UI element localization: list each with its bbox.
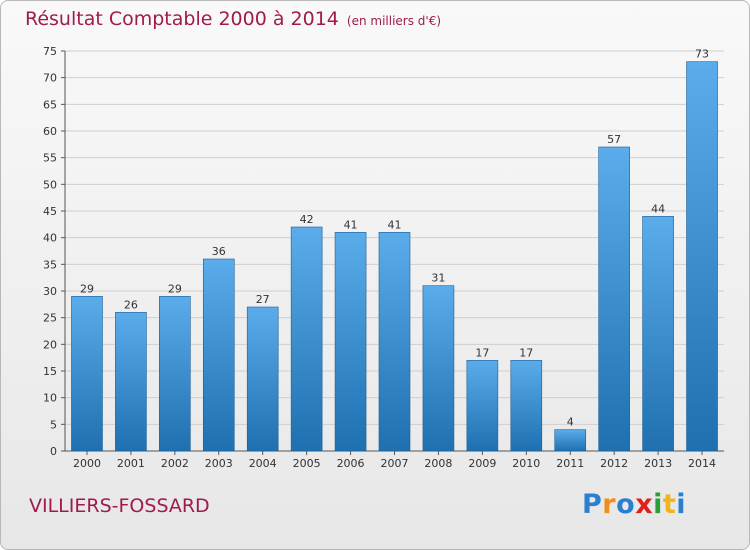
x-tick-label: 2014	[688, 457, 716, 470]
x-tick-label: 2012	[600, 457, 628, 470]
x-tick-labels: 2000 2001 2002 2003 2004 2005 2006 2007 2008 2009…	[73, 451, 716, 470]
bar-value-label: 17	[519, 346, 533, 359]
y-tick-label: 55	[43, 152, 57, 165]
bar-value-labels: 29 26 29 36 27 42 41 41 31 17 17 4 57 44 73	[80, 48, 709, 429]
bar-value-label: 42	[300, 213, 314, 226]
bar-2004[interactable]	[246, 306, 279, 452]
bar-value-label: 41	[388, 218, 402, 231]
bar-2009[interactable]	[466, 360, 499, 452]
chart-title-unit: (en milliers d'€)	[346, 14, 442, 28]
bar-value-label: 4	[567, 416, 574, 429]
bar-value-label: 73	[695, 48, 709, 61]
y-tick-label: 30	[43, 285, 57, 298]
logo-letter: x	[635, 489, 654, 520]
y-tick-label: 75	[43, 45, 57, 58]
y-tick-label: 15	[43, 365, 57, 378]
y-tick-label: 60	[43, 125, 57, 138]
bar-value-label: 57	[607, 133, 621, 146]
x-tick-label: 2011	[556, 457, 584, 470]
bar-value-label: 29	[80, 282, 94, 295]
proxiti-logo[interactable]: Proxiti	[582, 489, 686, 520]
bar-2000[interactable]	[71, 296, 103, 452]
bar-value-label: 29	[168, 282, 182, 295]
chart-title: Résultat Comptable 2000 à 2014 (en millie…	[25, 8, 441, 30]
logo-letter: o	[616, 489, 636, 520]
bar-value-label: 27	[256, 293, 270, 306]
x-tick-label: 2008	[424, 457, 452, 470]
bar-value-label: 41	[344, 218, 358, 231]
x-tick-label: 2005	[293, 457, 321, 470]
x-tick-label: 2007	[381, 457, 409, 470]
x-tick-label: 2003	[205, 457, 233, 470]
bar-2001[interactable]	[115, 312, 147, 452]
x-tick-label: 2006	[337, 457, 365, 470]
y-tick-label: 45	[43, 205, 57, 218]
x-tick-label: 2002	[161, 457, 189, 470]
logo-letter: i	[676, 489, 687, 520]
bar-2003[interactable]	[202, 258, 235, 452]
bar-2005[interactable]	[290, 226, 323, 452]
x-tick-label: 2004	[249, 457, 277, 470]
x-tick-label: 2001	[117, 457, 145, 470]
y-tick-label: 0	[50, 445, 57, 458]
bar-2007[interactable]	[378, 232, 411, 452]
y-tick-labels: 0 5 10 15 20 25 30 35 40 45 50 55 60 65 70 75	[43, 45, 57, 458]
logo-letter: i	[653, 489, 663, 520]
bar-value-label: 31	[431, 272, 445, 285]
y-tick-label: 5	[50, 418, 57, 431]
chart-title-main: Résultat Comptable 2000 à 2014	[25, 8, 339, 30]
logo-letter: r	[602, 489, 617, 520]
commune-name: VILLIERS-FOSSARD	[29, 495, 210, 517]
x-tick-label: 2013	[644, 457, 672, 470]
bar-value-label: 44	[651, 202, 665, 215]
bar-2002[interactable]	[159, 296, 191, 452]
bars	[71, 61, 718, 452]
bar-2011[interactable]	[554, 429, 587, 452]
y-tick-label: 70	[43, 72, 57, 85]
y-tick-label: 25	[43, 312, 57, 325]
x-tick-label: 2000	[73, 457, 101, 470]
y-tick-label: 65	[43, 98, 57, 111]
y-tick-label: 20	[43, 338, 57, 351]
bar-value-label: 17	[475, 346, 489, 359]
bar-2013[interactable]	[642, 216, 674, 452]
bar-2014[interactable]	[686, 61, 718, 452]
x-tick-label: 2009	[468, 457, 496, 470]
y-tick-label: 50	[43, 178, 57, 191]
logo-letter: t	[662, 489, 677, 520]
logo-letter: P	[582, 489, 603, 520]
bar-2012[interactable]	[598, 146, 630, 452]
y-tick-label: 10	[43, 392, 57, 405]
bar-2008[interactable]	[422, 285, 455, 452]
y-tick-label: 40	[43, 232, 57, 245]
bar-2010[interactable]	[510, 360, 543, 452]
bar-2006[interactable]	[334, 232, 367, 452]
bar-value-label: 36	[212, 245, 226, 258]
x-tick-label: 2010	[512, 457, 540, 470]
y-tick-label: 35	[43, 258, 57, 271]
bar-value-label: 26	[124, 298, 138, 311]
